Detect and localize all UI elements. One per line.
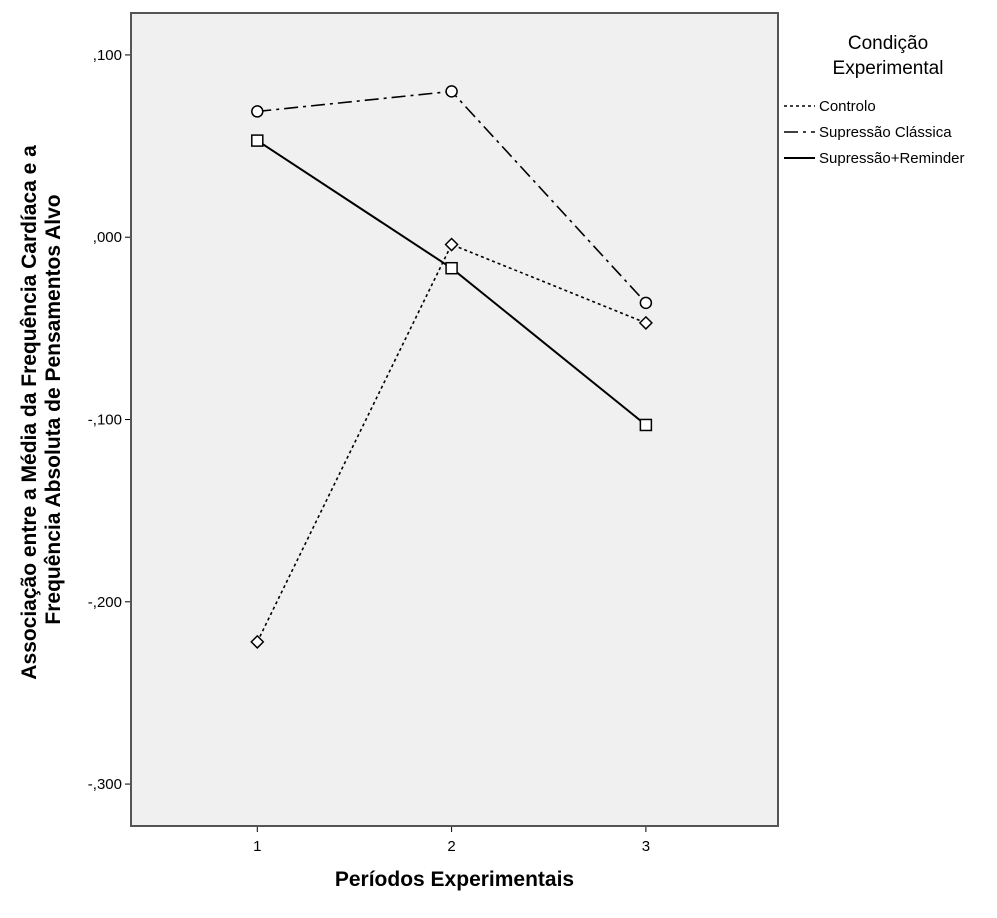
y-tick-label: ,100 xyxy=(93,47,122,64)
series-1 xyxy=(251,85,653,310)
series-0 xyxy=(250,237,653,649)
legend-label: Supressão+Reminder xyxy=(819,150,965,167)
legend-title-line-2: Experimental xyxy=(833,58,944,79)
x-tick-label: 3 xyxy=(642,838,650,855)
data-point-diamond xyxy=(250,634,265,649)
y-tick-label: -,200 xyxy=(88,594,122,611)
plot-area xyxy=(131,13,778,826)
legend-item: Supressão+Reminder xyxy=(784,150,965,167)
x-axis-title: Períodos Experimentais xyxy=(335,868,574,891)
y-axis-title-line-1: Associação entre a Média da Frequência C… xyxy=(18,145,41,680)
legend-label: Controlo xyxy=(819,98,876,115)
x-axis: 1 2 3 xyxy=(253,826,650,855)
legend: Condição Experimental Controlo Supressão … xyxy=(784,33,965,167)
legend-label: Supressão Clássica xyxy=(819,124,952,141)
x-tick-label: 1 xyxy=(253,838,261,855)
y-axis-title: Associação entre a Média da Frequência C… xyxy=(18,139,65,679)
legend-item: Controlo xyxy=(784,98,876,115)
x-tick-label: 2 xyxy=(447,838,455,855)
series-2 xyxy=(251,134,653,432)
data-point-circle xyxy=(251,105,264,118)
plot-frame xyxy=(130,12,779,827)
series-layer xyxy=(250,85,653,649)
legend-items: Controlo Supressão Clássica Supressão+Remi… xyxy=(784,98,965,167)
legend-title-line-1: Condição xyxy=(848,33,928,54)
legend-item: Supressão Clássica xyxy=(784,124,952,141)
data-point-square xyxy=(639,418,653,432)
y-tick-label: -,300 xyxy=(88,776,122,793)
y-axis-title-line-2: Frequência Absoluta de Pensamentos Alvo xyxy=(42,194,65,624)
series-line xyxy=(256,243,647,643)
data-point-diamond xyxy=(638,315,653,330)
data-point-square xyxy=(251,134,264,147)
y-tick-label: -,100 xyxy=(88,412,122,429)
data-point-circle xyxy=(639,296,653,310)
y-tick-label: ,000 xyxy=(93,229,122,246)
data-point-circle xyxy=(445,85,458,98)
data-point-diamond xyxy=(444,237,459,252)
y-axis: ,100 ,000 -,100 -,200 -,300 xyxy=(88,47,131,793)
data-point-square xyxy=(445,261,458,275)
